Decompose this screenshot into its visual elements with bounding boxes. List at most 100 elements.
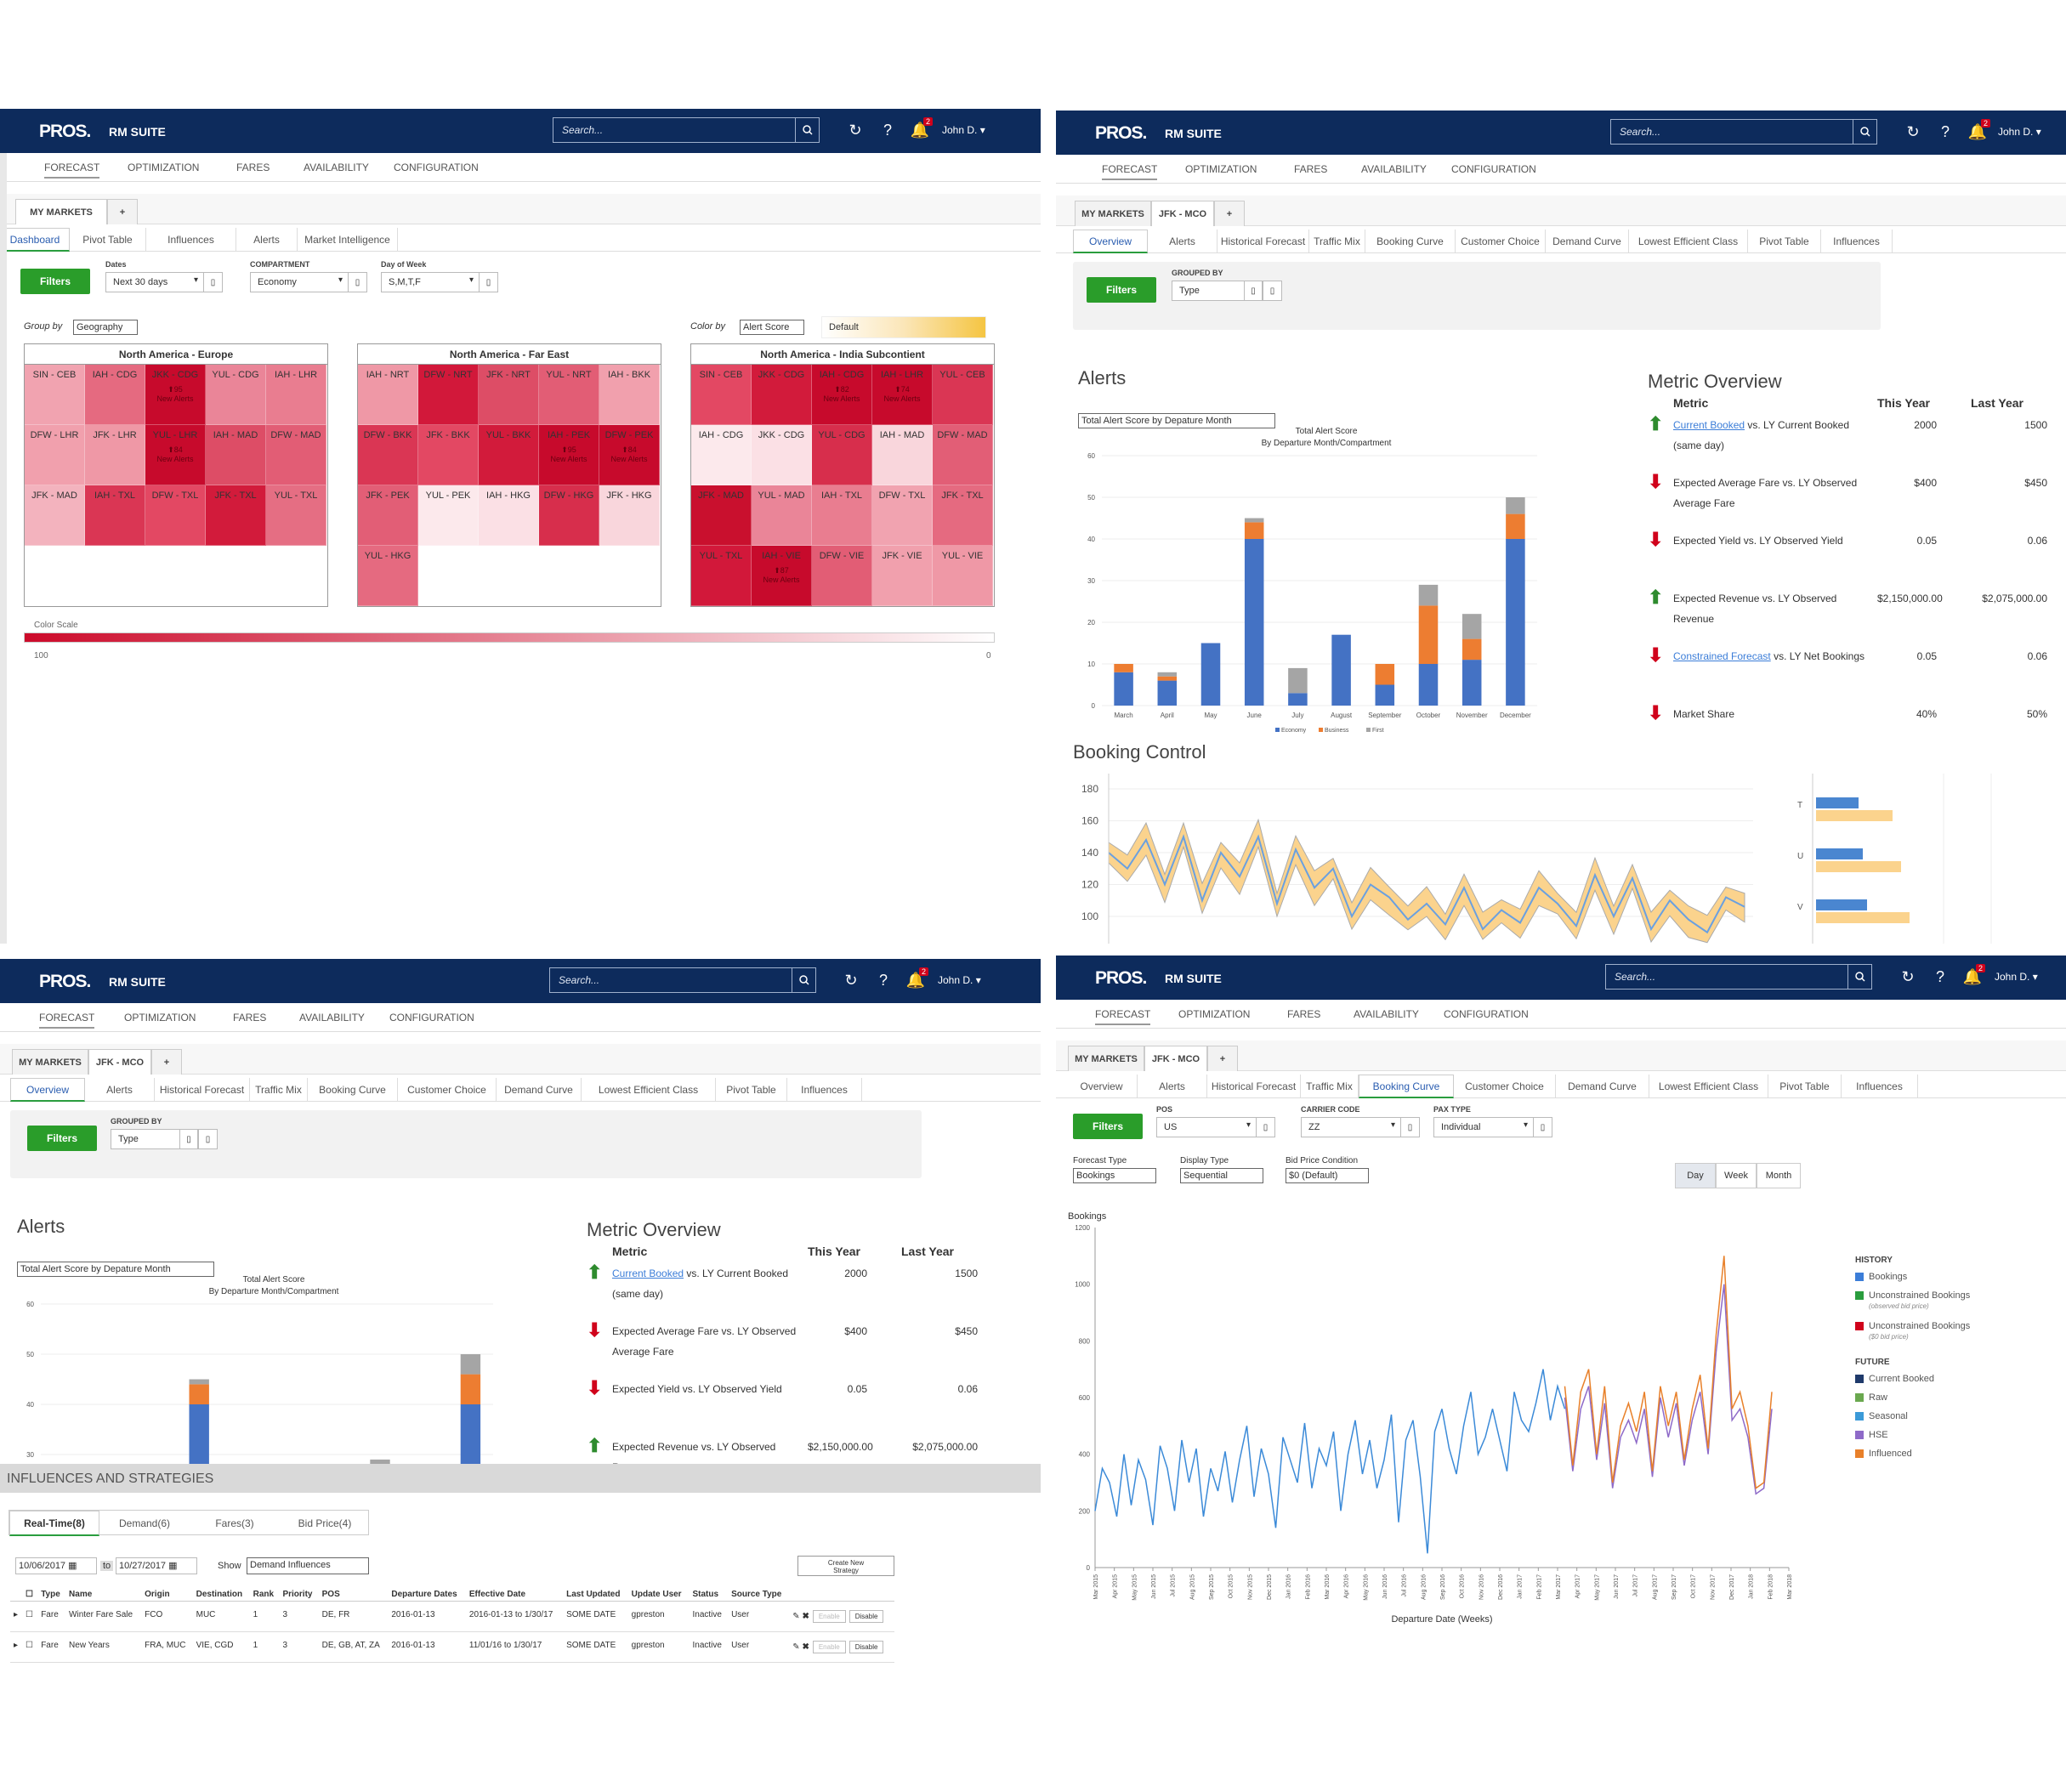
heatmap-cell[interactable]: DFW - HKG — [539, 485, 599, 546]
nav-optimization[interactable]: OPTIMIZATION — [1185, 163, 1257, 175]
clear-icon[interactable]: ▯ — [179, 1130, 198, 1148]
filters-button[interactable]: Filters — [27, 1126, 97, 1151]
heatmap-cell[interactable]: IAH - LHR — [266, 365, 326, 425]
tab-my-markets[interactable]: MY MARKETS — [12, 1049, 88, 1075]
subtab-booking-curve[interactable]: Booking Curve — [1365, 230, 1456, 253]
subtab-influences[interactable]: Influences — [1821, 230, 1893, 253]
calendar-icon[interactable]: ▦ — [68, 1561, 77, 1571]
subtab-customer-choice[interactable]: Customer Choice — [398, 1078, 497, 1102]
subtab-overview[interactable]: Overview — [10, 1078, 85, 1102]
help-icon[interactable]: ? — [878, 971, 888, 989]
nav-forecast[interactable]: FORECAST — [1095, 1008, 1151, 1025]
heatmap-cell[interactable]: IAH - CDG ⬆82 New Alerts — [812, 365, 872, 425]
month-toggle[interactable]: Month — [1757, 1163, 1801, 1188]
add-tab-button[interactable]: + — [151, 1049, 182, 1075]
subtab-booking-curve[interactable]: Booking Curve — [308, 1078, 398, 1102]
color-by-select[interactable]: Alert Score — [740, 320, 804, 335]
subtab-historical-forecast[interactable]: Historical Forecast — [1217, 230, 1309, 253]
grouped-by-select[interactable]: Type ▯ ▯ — [111, 1129, 218, 1149]
subtab-pivot-table[interactable]: Pivot Table — [716, 1078, 787, 1102]
heatmap-cell[interactable]: YUL - CDG — [812, 425, 872, 485]
edit-icon[interactable]: ✎ — [792, 1612, 800, 1621]
column-header[interactable]: Rank — [249, 1588, 280, 1602]
heatmap-cell[interactable]: YUL - VIE — [933, 546, 993, 606]
alert-score-select[interactable]: Total Alert Score by Depature Month — [17, 1262, 214, 1277]
grouped-by-select[interactable]: Type ▯ ▯ — [1172, 281, 1282, 301]
search-input[interactable] — [550, 968, 790, 992]
heatmap-cell[interactable]: YUL - BKK — [479, 425, 539, 485]
heatmap-cell[interactable]: JFK - HKG — [599, 485, 660, 546]
subtab-traffic-mix[interactable]: Traffic Mix — [1309, 230, 1365, 253]
filters-button[interactable]: Filters — [20, 269, 90, 294]
enable-button[interactable]: Enable — [812, 1641, 846, 1653]
refresh-icon[interactable]: ↻ — [1906, 122, 1920, 140]
bell-icon[interactable]: 🔔 2 — [906, 967, 928, 990]
date-from-input[interactable]: 10/06/2017 ▦ — [15, 1557, 97, 1574]
subtab-lowest-efficient-class[interactable]: Lowest Efficient Class — [582, 1078, 716, 1102]
subtab-booking-curve[interactable]: Booking Curve — [1359, 1075, 1454, 1098]
user-menu[interactable]: John D. ▾ — [942, 124, 985, 136]
heatmap-cell[interactable]: DFW - MAD — [933, 425, 993, 485]
heatmap-cell[interactable]: YUL - TXL — [266, 485, 326, 546]
subtab-alerts[interactable]: Alerts — [85, 1078, 155, 1102]
subtab-customer-choice[interactable]: Customer Choice — [1454, 1075, 1556, 1098]
subtab-influences[interactable]: Influences — [787, 1078, 862, 1102]
left-scrollbar[interactable] — [0, 153, 7, 944]
enable-button[interactable]: Enable — [812, 1610, 846, 1623]
heatmap-cell[interactable]: IAH - TXL — [85, 485, 145, 546]
subtab-historical-forecast[interactable]: Historical Forecast — [1207, 1075, 1301, 1098]
nav-availability[interactable]: AVAILABILITY — [1354, 1008, 1419, 1020]
forecast-type-select[interactable]: Bookings — [1073, 1168, 1156, 1183]
subtab-influences[interactable]: Influences — [1842, 1075, 1918, 1098]
refresh-icon[interactable]: ↻ — [1901, 967, 1915, 985]
user-menu[interactable]: John D. ▾ — [938, 974, 981, 986]
heatmap-cell[interactable]: IAH - HKG — [479, 485, 539, 546]
heatmap-cell[interactable]: IAH - MAD — [206, 425, 266, 485]
column-header[interactable]: Effective Date — [465, 1588, 564, 1602]
heatmap-cell[interactable]: JFK - PEK — [358, 485, 418, 546]
legend-checkbox[interactable] — [1855, 1431, 1864, 1440]
nav-configuration[interactable]: CONFIGURATION — [389, 1012, 474, 1024]
heatmap-cell[interactable]: DFW - TXL — [872, 485, 933, 546]
subtab-overview[interactable]: Overview — [1066, 1075, 1138, 1098]
refresh-icon[interactable]: ↻ — [849, 121, 862, 139]
tab-jfk-mco[interactable]: JFK - MCO — [88, 1049, 151, 1075]
nav-availability[interactable]: AVAILABILITY — [299, 1012, 365, 1024]
nav-configuration[interactable]: CONFIGURATION — [394, 162, 479, 173]
column-header[interactable]: Priority — [279, 1588, 319, 1602]
column-header[interactable]: POS — [318, 1588, 389, 1602]
tab-jfk-mco[interactable]: JFK - MCO — [1151, 201, 1214, 226]
day-toggle[interactable]: Day — [1675, 1163, 1716, 1188]
legend-checkbox[interactable] — [1855, 1375, 1864, 1384]
heatmap-cell[interactable]: DFW - PEK ⬆84 New Alerts — [599, 425, 660, 485]
heatmap-cell[interactable]: IAH - CDG — [85, 365, 145, 425]
heatmap-cell[interactable]: JKK - CDG — [752, 365, 812, 425]
filters-button[interactable]: Filters — [1073, 1114, 1143, 1139]
column-header[interactable]: Destination — [192, 1588, 250, 1602]
heatmap-cell[interactable]: YUL - NRT — [539, 365, 599, 425]
heatmap-cell[interactable]: IAH - BKK — [599, 365, 660, 425]
search-icon[interactable] — [795, 118, 819, 142]
pos-select[interactable]: US ▾ ▯ — [1156, 1117, 1275, 1137]
heatmap-cell[interactable]: YUL - TXL — [691, 546, 752, 606]
calendar-icon[interactable]: ▦ — [168, 1561, 178, 1571]
bid-price-select[interactable]: $0 (Default) — [1286, 1168, 1369, 1183]
disable-button[interactable]: Disable — [849, 1641, 884, 1653]
subtab-overview[interactable]: Overview — [1073, 230, 1148, 253]
legend-checkbox[interactable] — [1855, 1322, 1864, 1331]
heatmap-cell[interactable]: JFK - NRT — [479, 365, 539, 425]
subtab-influences[interactable]: Influences — [146, 228, 236, 252]
add-tab-button[interactable]: + — [1207, 1046, 1238, 1071]
nav-forecast[interactable]: FORECAST — [39, 1012, 95, 1029]
heatmap-cell[interactable]: JKK - CDG — [752, 425, 812, 485]
heatmap-cell[interactable]: DFW - LHR — [25, 425, 85, 485]
heatmap-cell[interactable]: IAH - NRT — [358, 365, 418, 425]
nav-availability[interactable]: AVAILABILITY — [304, 162, 369, 173]
heatmap-cell[interactable]: YUL - CEB — [933, 365, 993, 425]
clear-icon[interactable]: ▯ — [1244, 281, 1263, 300]
search-icon[interactable] — [1847, 965, 1871, 989]
heatmap-cell[interactable]: YUL - PEK — [418, 485, 479, 546]
metric-link[interactable]: Current Booked — [1673, 419, 1745, 431]
heatmap-cell[interactable]: YUL - HKG — [358, 546, 418, 606]
heatmap-cell[interactable]: JKK - CDG ⬆95 New Alerts — [145, 365, 206, 425]
